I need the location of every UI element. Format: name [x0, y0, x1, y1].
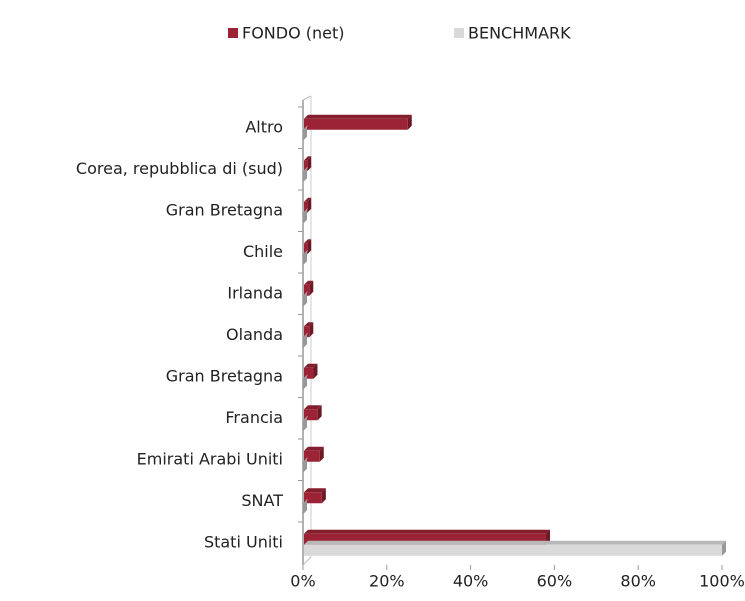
bar-face	[722, 540, 726, 556]
y-tick-label: Emirati Arabi Uniti	[137, 449, 283, 468]
bar-face	[304, 197, 312, 202]
y-tick-label: SNAT	[241, 491, 283, 510]
bar-face	[304, 446, 324, 451]
y-tick-label: Chile	[243, 242, 283, 261]
bar-face	[307, 197, 312, 213]
bar-face	[303, 499, 307, 515]
bar-face	[304, 409, 318, 421]
bar	[304, 156, 312, 172]
bar	[304, 363, 318, 379]
bar	[304, 405, 322, 421]
bar-face	[303, 333, 307, 349]
x-tick-label: 80%	[620, 572, 656, 591]
x-tick-label: 60%	[537, 572, 573, 591]
bar-face	[304, 243, 308, 255]
bar	[303, 125, 308, 141]
bar-face	[304, 239, 312, 244]
x-tick-label: 40%	[453, 572, 489, 591]
y-tick-label: Francia	[225, 408, 283, 427]
bar-face	[303, 250, 307, 266]
bar-face	[304, 280, 314, 285]
bar-face	[304, 201, 308, 213]
axis-depth	[302, 95, 312, 101]
bar-face	[307, 239, 312, 255]
y-tick-label: Gran Bretagna	[166, 200, 283, 219]
bar-face	[407, 114, 412, 130]
bar-face	[304, 363, 318, 368]
bar-face	[321, 488, 326, 504]
x-tick-label: 0%	[290, 572, 315, 591]
bar-face	[303, 291, 307, 307]
bar-face	[317, 405, 322, 421]
bar-face	[303, 208, 307, 224]
bar	[303, 250, 308, 266]
bar-face	[319, 446, 324, 462]
legend-swatch	[454, 28, 464, 38]
bar-face	[303, 167, 307, 183]
bar-face	[303, 457, 307, 473]
bar	[303, 208, 308, 224]
bar	[304, 280, 314, 296]
y-tick-label: Irlanda	[227, 283, 283, 302]
bar-face	[307, 156, 312, 172]
bar-face	[309, 322, 314, 338]
bar	[304, 197, 312, 213]
bar-face	[304, 326, 310, 338]
bar-face	[304, 118, 408, 130]
bar	[304, 114, 412, 130]
bar	[304, 446, 324, 462]
bar-face	[304, 529, 551, 534]
bar-face	[304, 114, 412, 119]
bar-face	[303, 416, 307, 432]
bar-face	[304, 367, 314, 379]
bar	[304, 322, 314, 338]
y-tick-label: Stati Uniti	[204, 532, 283, 551]
bar-face	[304, 156, 312, 161]
bar-face	[304, 533, 547, 545]
y-tick-label: Olanda	[226, 325, 283, 344]
bar	[303, 374, 308, 390]
x-tick-label: 100%	[699, 572, 745, 591]
bar-face	[313, 363, 318, 379]
bar	[303, 167, 308, 183]
bar-face	[309, 280, 314, 296]
bar-face	[304, 322, 314, 327]
bar-face	[304, 160, 308, 172]
bar-face	[303, 125, 307, 141]
bar	[304, 540, 726, 556]
legend-swatch	[228, 28, 238, 38]
y-tick-label: Gran Bretagna	[166, 366, 283, 385]
axis-depth	[302, 556, 312, 566]
bar	[303, 416, 308, 432]
bar-face	[304, 284, 310, 296]
bar	[303, 291, 308, 307]
legend-label: BENCHMARK	[468, 24, 571, 43]
bar-face	[304, 544, 722, 556]
bar-face	[304, 492, 322, 504]
bar	[304, 239, 312, 255]
bar	[303, 457, 308, 473]
bar-face	[304, 405, 322, 410]
y-tick-label: Corea, repubblica di (sud)	[76, 159, 283, 178]
bar-face	[303, 374, 307, 390]
bar	[304, 488, 326, 504]
bar	[303, 499, 308, 515]
bar-face	[304, 488, 326, 493]
y-tick-label: Altro	[245, 117, 283, 136]
bar-face	[304, 540, 726, 545]
bar	[303, 333, 308, 349]
x-tick-label: 20%	[369, 572, 405, 591]
legend-label: FONDO (net)	[242, 24, 345, 43]
bar-face	[304, 450, 320, 462]
